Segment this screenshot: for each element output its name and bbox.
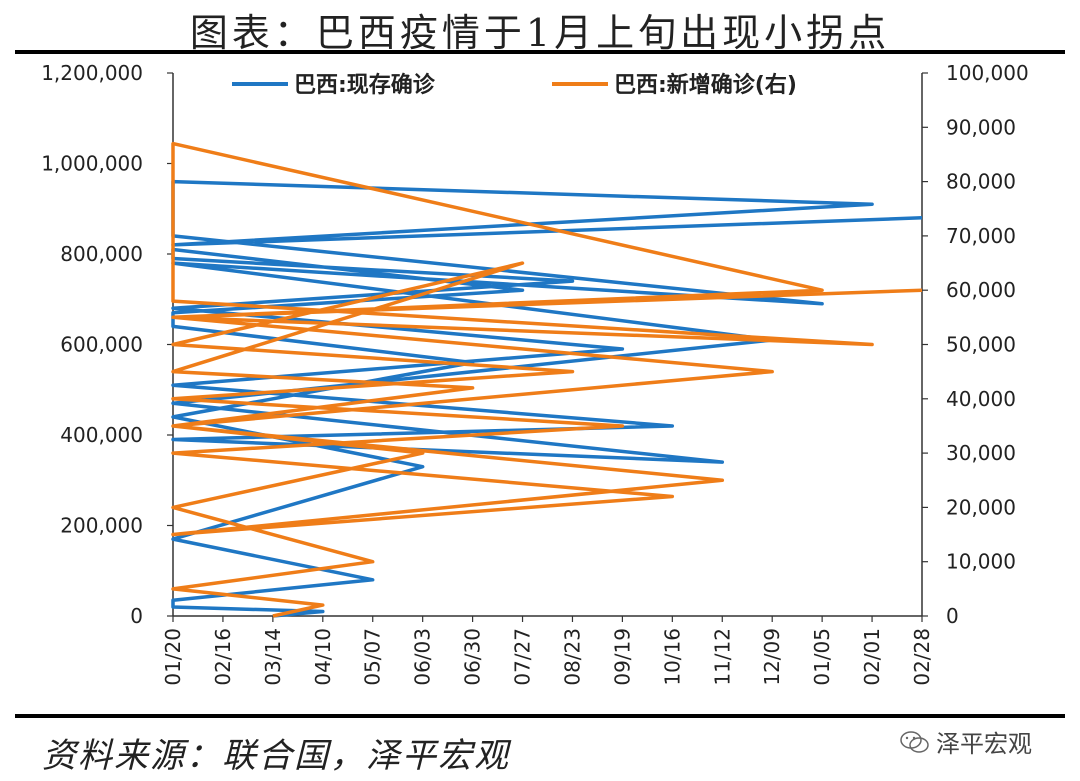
x-tick-label: 04/10 xyxy=(311,628,335,686)
y-right-tick-label: 40,000 xyxy=(946,387,1016,411)
y-right-tick-label: 90,000 xyxy=(946,115,1016,139)
y-left-tick-label: 600,000 xyxy=(60,333,143,357)
chart-title: 图表：巴西疫情于1月上旬出现小拐点 xyxy=(189,11,891,55)
watermark-text: 泽平宏观 xyxy=(936,730,1032,758)
x-tick-label: 05/07 xyxy=(361,628,385,686)
x-tick-label: 02/16 xyxy=(211,628,235,686)
y-right-tick-label: 70,000 xyxy=(946,224,1016,248)
y-right-tick-label: 100,000 xyxy=(946,61,1029,85)
legend-label-2: 巴西:新增确诊(右) xyxy=(614,72,797,98)
x-tick-label: 01/05 xyxy=(810,628,834,686)
x-tick-label: 10/16 xyxy=(660,628,684,686)
y-right-tick-label: 30,000 xyxy=(946,441,1016,465)
y-left-tick-label: 1,000,000 xyxy=(41,152,143,176)
legend-label-1: 巴西:现存确诊 xyxy=(294,72,436,98)
wechat-icon xyxy=(900,730,929,753)
x-tick-label: 06/03 xyxy=(411,628,435,686)
y-left-tick-label: 800,000 xyxy=(60,242,143,266)
x-tick-label: 02/01 xyxy=(860,628,884,686)
bottom-rule xyxy=(15,714,1065,718)
x-tick-label: 08/23 xyxy=(560,628,584,686)
y-right-tick-label: 0 xyxy=(946,604,959,628)
watermark: 泽平宏观 xyxy=(900,724,1032,759)
y-right-tick-label: 10,000 xyxy=(946,550,1016,574)
series-line-2 xyxy=(171,141,923,618)
x-tick-label: 12/09 xyxy=(760,628,784,686)
source-note: 资料来源：联合国，泽平宏观 xyxy=(42,736,510,776)
x-tick-label: 09/19 xyxy=(610,628,634,686)
x-tick-label: 07/27 xyxy=(511,628,535,686)
y-left-tick-label: 200,000 xyxy=(60,514,143,538)
y-left-tick-label: 400,000 xyxy=(60,423,143,447)
y-left-tick-label: 0 xyxy=(130,604,143,628)
x-tick-label: 06/30 xyxy=(461,628,485,686)
x-tick-label: 11/12 xyxy=(710,628,734,686)
y-right-tick-label: 80,000 xyxy=(946,170,1016,194)
y-left-tick-label: 1,200,000 xyxy=(41,61,143,85)
top-rule xyxy=(15,50,1065,54)
x-tick-label: 02/28 xyxy=(910,628,934,686)
x-tick-label: 03/14 xyxy=(261,628,285,686)
y-right-tick-label: 60,000 xyxy=(946,278,1016,302)
y-right-tick-label: 50,000 xyxy=(946,333,1016,357)
x-tick-label: 01/20 xyxy=(161,628,185,686)
y-right-tick-label: 20,000 xyxy=(946,495,1016,519)
series-line-1 xyxy=(171,179,923,618)
